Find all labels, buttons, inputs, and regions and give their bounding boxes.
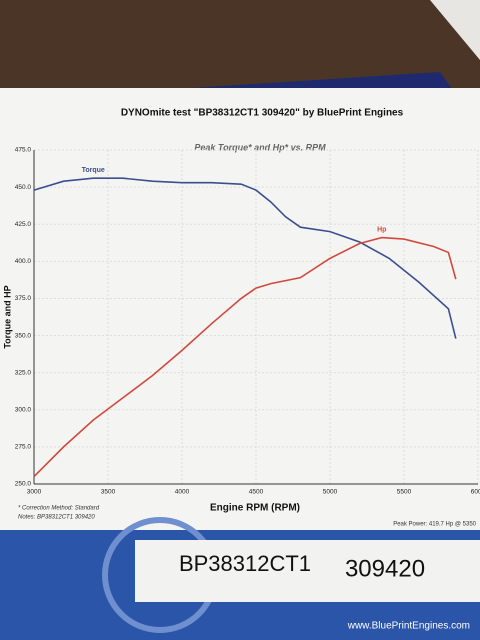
part-number: BP38312CT1 [179,551,311,576]
peak-note: Peak Power: 419.7 Hp @ 5350 [393,522,476,528]
series-line [33,177,457,339]
chart-title: DYNOmite test "BP38312CT1 309420" by Blu… [121,108,404,119]
x-tick-label: 4500 [249,489,264,496]
series-label: Torque [82,167,105,174]
serial-number: 309420 [345,555,425,582]
note: * Correction Method: Standard [18,506,100,512]
dyno-sheet [0,88,480,533]
series-line [33,236,457,478]
label-card [135,540,480,602]
x-tick-label: 5500 [397,489,412,496]
y-tick-label: 450.0 [15,184,32,191]
y-tick-label: 400.0 [15,258,32,265]
y-tick-label: 250.0 [15,481,32,488]
website: www.BluePrintEngines.com [347,621,470,632]
note: Notes: BP38312CT1 309420 [18,515,95,521]
paper-corner [430,0,480,60]
x-tick-label: 3500 [101,489,116,496]
x-tick-label: 5000 [323,489,338,496]
x-axis-label: Engine RPM (RPM) [210,503,300,514]
y-axis-label: Torque and HP [2,285,12,348]
series-label: Hp [377,226,386,233]
y-tick-label: 275.0 [15,444,32,451]
y-tick-label: 475.0 [15,147,32,154]
y-tick-label: 375.0 [15,295,32,302]
x-tick-label: 6000 [471,489,480,496]
y-tick-label: 325.0 [15,369,32,376]
chart-subtitle: Peak Torque* and Hp* vs. RPM [194,142,326,152]
y-tick-label: 425.0 [15,221,32,228]
y-tick-label: 300.0 [15,406,32,413]
x-tick-label: 4000 [175,489,190,496]
y-tick-label: 350.0 [15,332,32,339]
x-tick-label: 3000 [27,489,42,496]
